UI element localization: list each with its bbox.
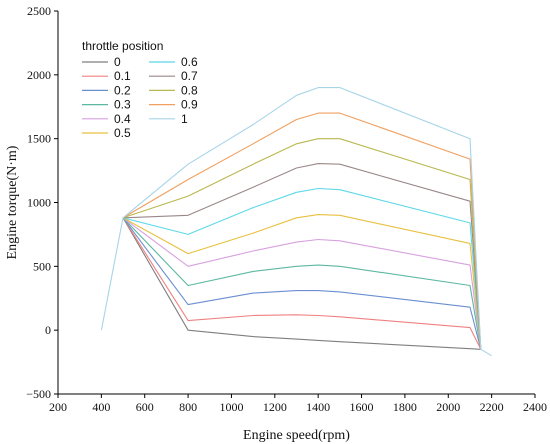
series-line-0-9 bbox=[122, 112, 482, 350]
legend-label: 0.4 bbox=[114, 112, 131, 126]
legend-label: 0.9 bbox=[181, 98, 198, 112]
y-axis-label: Engine torque(N·m) bbox=[5, 145, 20, 259]
series-line-0-8 bbox=[122, 138, 482, 350]
series-line-0-5 bbox=[122, 214, 482, 350]
legend-label: 0.6 bbox=[181, 55, 198, 69]
legend-label: 0.8 bbox=[181, 83, 198, 97]
y-tick-label: 0 bbox=[45, 323, 51, 337]
y-tick-label: −500 bbox=[26, 387, 51, 401]
series-line-0-7 bbox=[122, 163, 482, 350]
y-tick-label: 500 bbox=[33, 259, 51, 273]
series-line-0-6 bbox=[122, 187, 482, 350]
series-line-0-2 bbox=[122, 217, 482, 350]
x-tick-label: 800 bbox=[179, 400, 197, 414]
x-tick-label: 1800 bbox=[393, 400, 417, 414]
legend: throttle position00.10.20.30.40.50.60.70… bbox=[82, 39, 198, 140]
x-tick-label: 400 bbox=[92, 400, 110, 414]
axes: 200 400 600 800 1000 1200 1400 1600 1800 2000 2200… bbox=[26, 4, 547, 414]
y-tick-label: 1500 bbox=[27, 132, 51, 146]
series-line-0-3 bbox=[122, 217, 482, 350]
x-tick-label: 1000 bbox=[219, 400, 243, 414]
x-tick-label: 2200 bbox=[480, 400, 504, 414]
series-line-1 bbox=[100, 87, 492, 357]
legend-label: 0.5 bbox=[114, 126, 131, 140]
x-tick-label: 2400 bbox=[523, 400, 547, 414]
y-tick-label: 2500 bbox=[27, 4, 51, 18]
legend-label: 0.1 bbox=[114, 69, 131, 83]
x-tick-label: 1600 bbox=[350, 400, 374, 414]
legend-label: 1 bbox=[181, 112, 188, 126]
legend-label: 0.3 bbox=[114, 98, 131, 112]
x-tick-label: 1400 bbox=[306, 400, 330, 414]
series-line-0 bbox=[122, 217, 481, 350]
x-tick-label: 600 bbox=[136, 400, 154, 414]
x-axis-label: Engine speed(rpm) bbox=[243, 428, 350, 443]
y-tick-label: 2000 bbox=[27, 68, 51, 82]
series-line-0-1 bbox=[122, 217, 482, 350]
x-tick-label: 200 bbox=[49, 400, 67, 414]
legend-title: throttle position bbox=[82, 39, 163, 53]
x-tick-label: 1200 bbox=[263, 400, 287, 414]
plot-area bbox=[100, 87, 492, 357]
x-tick-label: 2000 bbox=[436, 400, 460, 414]
legend-label: 0 bbox=[114, 55, 121, 69]
series-line-0-4 bbox=[122, 217, 482, 350]
legend-label: 0.2 bbox=[114, 83, 131, 97]
y-tick-label: 1000 bbox=[27, 196, 51, 210]
legend-label: 0.7 bbox=[181, 69, 198, 83]
